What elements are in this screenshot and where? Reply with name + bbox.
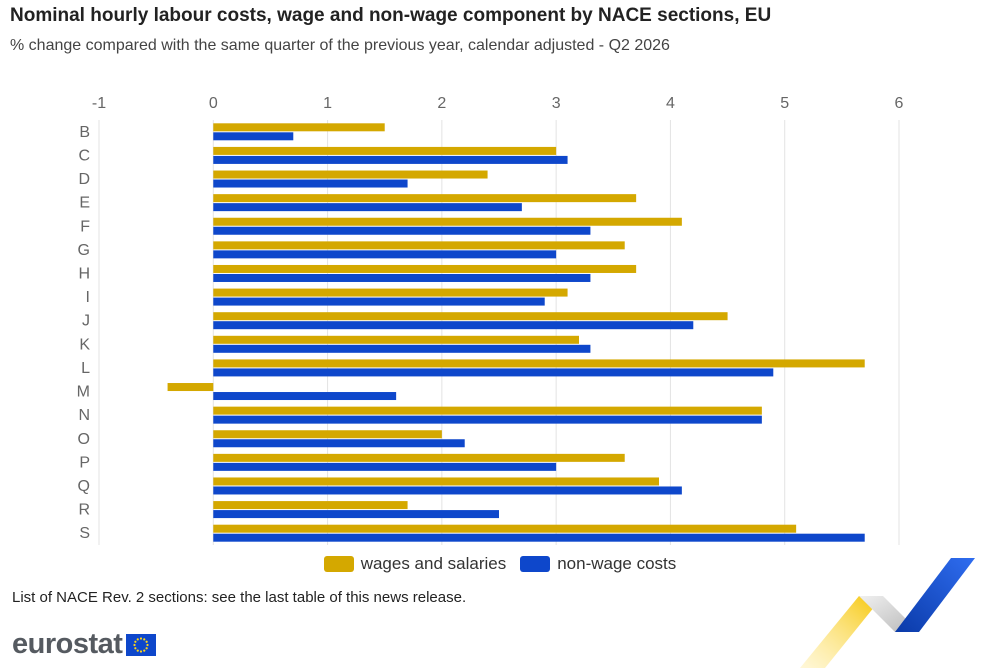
x-tick-label: -1 xyxy=(92,95,106,112)
bar-wages-I[interactable] xyxy=(213,288,568,297)
bar-non-wage-L[interactable] xyxy=(213,368,774,377)
x-tick-label: 6 xyxy=(895,95,904,112)
logo-text: eurostat xyxy=(12,628,123,660)
x-axis-ticks: -1 0 1 2 3 4 5 6 xyxy=(92,95,904,112)
bar-wages-R[interactable] xyxy=(213,501,408,510)
legend-swatch-non-wage xyxy=(520,556,551,572)
bar-non-wage-I[interactable] xyxy=(213,297,545,306)
chart-title: Nominal hourly labour costs, wage and no… xyxy=(10,5,772,26)
bar-wages-J[interactable] xyxy=(213,312,728,321)
legend-swatch-wages xyxy=(323,556,354,572)
y-category-label: D xyxy=(78,171,90,188)
bar-non-wage-H[interactable] xyxy=(213,273,591,282)
chart-subtitle: % change compared with the same quarter … xyxy=(10,37,670,54)
bar-non-wage-P[interactable] xyxy=(213,462,557,471)
y-category-label: E xyxy=(79,195,90,212)
y-category-label: G xyxy=(78,242,90,259)
x-tick-label: 0 xyxy=(209,95,218,112)
bar-wages-Q[interactable] xyxy=(213,477,660,486)
flag-star xyxy=(137,649,140,652)
flag-star xyxy=(133,643,137,646)
bar-non-wage-G[interactable] xyxy=(213,250,557,259)
bar-non-wage-D[interactable] xyxy=(213,179,408,188)
y-category-label: N xyxy=(78,407,90,424)
y-category-label: I xyxy=(86,289,90,306)
flag-star xyxy=(145,646,149,649)
chart-legend: wages and salaries non-wage costs xyxy=(0,554,1000,574)
y-category-label: M xyxy=(77,384,90,401)
x-tick-label: 2 xyxy=(437,95,446,112)
y-category-label: P xyxy=(79,454,90,471)
x-tick-label: 4 xyxy=(666,95,675,112)
bar-non-wage-O[interactable] xyxy=(213,439,465,448)
bar-wages-P[interactable] xyxy=(213,453,625,462)
y-category-label: Q xyxy=(78,478,90,495)
legend-label-wages: wages and salaries xyxy=(360,554,507,573)
footnote: List of NACE Rev. 2 sections: see the la… xyxy=(12,589,467,606)
bar-non-wage-C[interactable] xyxy=(213,155,568,164)
y-category-label: L xyxy=(81,360,90,377)
bar-non-wage-E[interactable] xyxy=(213,203,522,212)
legend-label-non-wage: non-wage costs xyxy=(557,554,677,573)
flag-star xyxy=(146,643,150,646)
flag-star xyxy=(140,636,143,640)
bar-wages-O[interactable] xyxy=(213,430,442,439)
legend-item-wages[interactable]: wages and salaries xyxy=(323,554,507,574)
bars xyxy=(167,123,865,542)
bar-wages-D[interactable] xyxy=(213,170,488,179)
bar-non-wage-Q[interactable] xyxy=(213,486,682,495)
y-category-label: B xyxy=(79,124,90,141)
bar-wages-K[interactable] xyxy=(213,335,580,344)
y-category-label: S xyxy=(79,525,90,542)
bar-wages-M[interactable] xyxy=(167,383,214,392)
y-category-label: F xyxy=(80,218,90,235)
flag-star xyxy=(145,640,149,643)
y-category-label: C xyxy=(78,147,90,164)
bar-wages-N[interactable] xyxy=(213,406,762,415)
bar-wages-B[interactable] xyxy=(213,123,385,132)
bar-non-wage-M[interactable] xyxy=(213,392,397,401)
eurostat-brand-graphic xyxy=(800,558,975,668)
y-category-label: J xyxy=(82,313,90,330)
bar-non-wage-K[interactable] xyxy=(213,344,591,353)
bar-wages-G[interactable] xyxy=(213,241,625,250)
eu-flag-icon xyxy=(126,633,157,656)
bar-wages-H[interactable] xyxy=(213,264,637,273)
bar-wages-S[interactable] xyxy=(213,524,797,533)
bar-non-wage-F[interactable] xyxy=(213,226,591,235)
flag-star xyxy=(134,640,137,643)
flag-star xyxy=(140,649,143,653)
y-category-label: R xyxy=(78,502,90,519)
bar-non-wage-N[interactable] xyxy=(213,415,762,424)
bar-wages-E[interactable] xyxy=(213,194,637,203)
x-tick-label: 3 xyxy=(552,95,561,112)
eurostat-logo: eurostat xyxy=(12,628,157,661)
bar-wages-L[interactable] xyxy=(213,359,865,368)
bar-non-wage-J[interactable] xyxy=(213,321,694,330)
bar-non-wage-B[interactable] xyxy=(213,132,294,141)
y-category-label: H xyxy=(78,265,90,282)
bar-non-wage-R[interactable] xyxy=(213,510,500,519)
flag-star xyxy=(143,637,146,640)
x-tick-label: 5 xyxy=(780,95,789,112)
x-tick-label: 1 xyxy=(323,95,332,112)
bar-wages-F[interactable] xyxy=(213,217,682,226)
bar-non-wage-S[interactable] xyxy=(213,533,865,542)
y-category-label: O xyxy=(78,431,90,448)
flag-star xyxy=(143,649,146,652)
grid-lines xyxy=(98,120,900,545)
flag-star xyxy=(134,646,137,649)
y-category-label: K xyxy=(79,336,90,353)
flag-star xyxy=(137,637,140,640)
legend-item-non-wage[interactable]: non-wage costs xyxy=(520,554,676,574)
bar-wages-C[interactable] xyxy=(213,146,557,155)
